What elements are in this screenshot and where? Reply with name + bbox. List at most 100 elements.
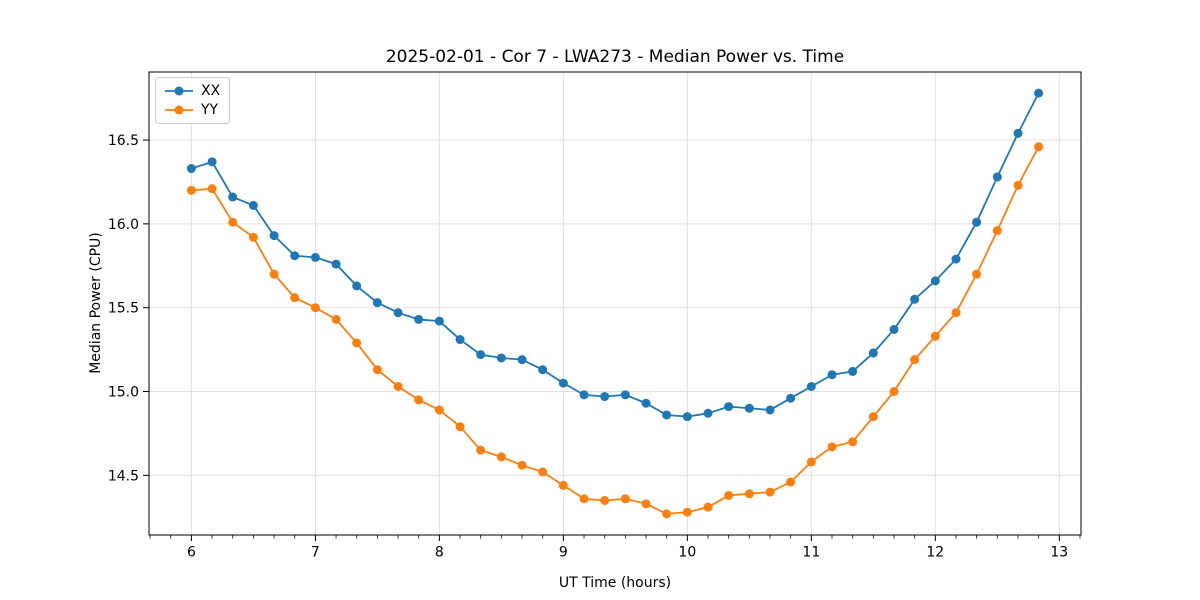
series-yy-marker — [682, 507, 692, 517]
series-xx-marker — [579, 390, 589, 400]
series-yy-marker — [331, 314, 341, 324]
series-yy-marker — [744, 489, 754, 499]
series-yy-marker — [951, 308, 961, 318]
series-yy-marker — [538, 467, 548, 477]
series-xx-marker — [393, 308, 403, 318]
series-xx-marker — [951, 254, 961, 264]
series-xx-marker — [558, 378, 568, 388]
legend-label: XX — [201, 83, 221, 99]
series-xx-marker — [910, 294, 920, 304]
y-tick-label: 16.5 — [108, 133, 139, 149]
series-xx-marker — [744, 403, 754, 413]
series-xx-marker — [868, 348, 878, 358]
series-xx-marker — [600, 392, 610, 402]
series-yy-marker — [641, 499, 651, 509]
series-yy-marker — [806, 457, 816, 467]
series-yy-marker — [207, 184, 217, 194]
series-yy-marker — [352, 338, 362, 348]
series-xx-marker — [806, 381, 816, 391]
series-yy-marker — [290, 293, 300, 303]
series-yy-marker — [186, 185, 196, 195]
series-yy-marker — [476, 445, 486, 455]
series-xx-marker — [930, 276, 940, 286]
series-yy-line — [190, 145, 1040, 515]
series-xx-marker — [186, 164, 196, 174]
x-tick-label: 6 — [187, 545, 196, 561]
series-xx-marker — [848, 366, 858, 376]
series-xx-marker — [786, 393, 796, 403]
legend-line-sample — [165, 105, 193, 115]
series-xx-marker — [455, 335, 465, 345]
y-tick-label: 15.5 — [108, 301, 139, 317]
series-xx-marker — [641, 398, 651, 408]
series-yy-marker — [496, 452, 506, 462]
x-tick-label: 9 — [559, 545, 568, 561]
series-yy-marker — [848, 437, 858, 447]
y-tick-label: 16.0 — [108, 217, 139, 233]
legend-label: YY — [201, 102, 219, 118]
series-yy-marker — [269, 269, 279, 279]
series-yy-marker — [868, 412, 878, 422]
series-yy-marker — [1013, 180, 1023, 190]
series-yy-marker — [414, 395, 424, 405]
series-yy-marker — [703, 502, 713, 512]
series-yy-marker — [579, 494, 589, 504]
series-xx-marker — [496, 353, 506, 363]
series-xx-marker — [765, 405, 775, 415]
series-xx-marker — [331, 259, 341, 269]
series-yy-marker — [765, 487, 775, 497]
series-xx-marker — [827, 370, 837, 380]
series-yy-marker — [372, 365, 382, 375]
series-xx-marker — [889, 324, 899, 334]
series-xx-marker — [724, 402, 734, 412]
series-xx-marker — [662, 410, 672, 420]
series-yy-marker — [434, 405, 444, 415]
series-yy-marker — [393, 381, 403, 391]
series-xx-marker — [620, 390, 630, 400]
series-xx-marker — [517, 355, 527, 365]
series-yy-marker — [992, 226, 1002, 236]
series-xx-marker — [703, 408, 713, 418]
series-xx-marker — [1034, 88, 1044, 98]
x-axis-label: UT Time (hours) — [558, 575, 672, 591]
series-xx-marker — [434, 316, 444, 326]
x-tick-label: 10 — [678, 545, 696, 561]
y-tick-label: 14.5 — [108, 468, 139, 484]
series-xx-marker — [414, 314, 424, 324]
series-yy-marker — [228, 217, 238, 227]
series-xx-marker — [992, 172, 1002, 182]
y-axis-label: Median Power (CPU) — [88, 232, 104, 374]
series-yy-marker — [972, 269, 982, 279]
x-tick-label: 7 — [311, 545, 320, 561]
series-xx-marker — [682, 412, 692, 422]
x-tick-label: 13 — [1050, 545, 1068, 561]
series-yy-marker — [620, 494, 630, 504]
legend-line-sample — [165, 86, 193, 96]
series-xx-marker — [207, 157, 217, 167]
legend-item-xx: XX — [164, 83, 220, 99]
series-yy-marker — [1034, 142, 1044, 152]
series-yy-marker — [889, 387, 899, 397]
series-yy-marker — [517, 460, 527, 470]
legend: XX YY — [155, 77, 231, 124]
series-xx-marker — [290, 251, 300, 261]
series-yy-marker — [827, 442, 837, 452]
series-yy-marker — [600, 495, 610, 505]
series-xx-marker — [269, 231, 279, 241]
series-xx-marker — [372, 298, 382, 308]
x-tick-label: 8 — [435, 545, 444, 561]
series-xx-marker — [1013, 128, 1023, 138]
series-xx-marker — [310, 252, 320, 262]
series-xx-marker — [476, 350, 486, 360]
series-yy-marker — [786, 477, 796, 487]
series-xx-marker — [248, 200, 258, 210]
series-yy-marker — [248, 232, 258, 242]
series-yy-marker — [662, 509, 672, 519]
series-xx-marker — [228, 192, 238, 202]
legend-item-yy: YY — [164, 102, 220, 118]
x-tick-label: 11 — [802, 545, 820, 561]
series-yy-marker — [724, 490, 734, 500]
chart-title: 2025-02-01 - Cor 7 - LWA273 - Median Pow… — [385, 47, 845, 67]
